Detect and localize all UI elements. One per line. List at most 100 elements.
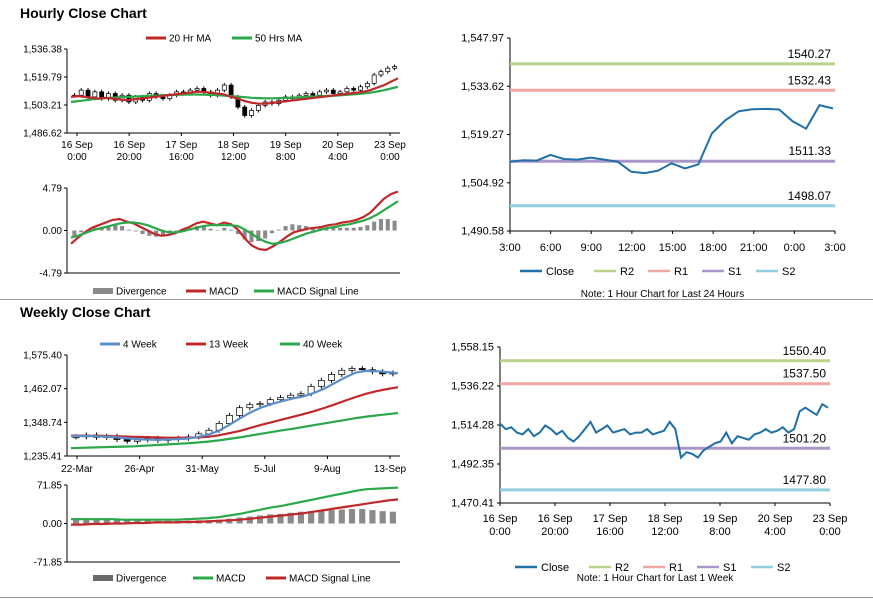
- weekly-macd-y-tick-label: 71.85: [37, 481, 62, 492]
- divergence-bar: [369, 510, 376, 524]
- divergence-bar: [222, 227, 227, 231]
- level-label-r2: 1550.40: [783, 344, 827, 358]
- hourly-price-x-tick-label: 17 Sep: [165, 140, 197, 151]
- legend-close-label: Close: [546, 266, 574, 278]
- hourly-price-x-tick-label: 20:00: [117, 152, 142, 163]
- hourly-price-x-tick-label: 19 Sep: [270, 140, 302, 151]
- divergence-bar: [269, 230, 275, 234]
- candle-body: [358, 86, 363, 91]
- hourly-levels-close-line: [509, 104, 834, 175]
- hourly-section-title: Hourly Close Chart: [20, 5, 147, 21]
- weekly-levels-x-tick-label: 0:00: [819, 526, 840, 538]
- weekly-levels-x-tick-label: 12:00: [651, 526, 679, 538]
- hourly-price-y-tick-label: 1,486.62: [23, 129, 62, 140]
- hourly-levels-note: Note: 1 Hour Chart for Last 24 Hours: [581, 289, 744, 300]
- hourly-macd-y-tick-label: 4.79: [43, 184, 63, 195]
- divergence-bar: [249, 230, 254, 243]
- divergence-bar: [72, 230, 77, 237]
- weekly-levels-x-tick-label: 0:00: [489, 526, 510, 538]
- hourly-price-y-tick-label: 1,536.38: [23, 45, 62, 56]
- divergence-bar: [297, 225, 302, 231]
- weekly-price-y-tick-label: 1,575.40: [23, 351, 62, 362]
- divergence-bar: [120, 226, 125, 231]
- legend-4-week-label: 4 Week: [123, 340, 158, 351]
- legend-r2-label: R2: [615, 562, 629, 574]
- legend-hourly-divergence-label: Divergence: [116, 287, 167, 298]
- divergence-bar: [389, 511, 396, 524]
- hourly-levels-x-tick-label: 15:00: [659, 242, 687, 254]
- weekly-levels-y-tick-label: 1,558.15: [451, 342, 494, 354]
- weekly-price-y-tick-label: 1,462.07: [23, 384, 62, 395]
- candle-body: [337, 91, 343, 94]
- divergence-bar: [359, 509, 366, 524]
- hourly-levels-y-tick-label: 1,547.97: [461, 33, 504, 45]
- level-label-s2: 1477.80: [783, 473, 827, 487]
- weekly-price-ma13-line: [71, 386, 399, 439]
- hourly-macd-macd-line: [70, 190, 399, 252]
- hourly-levels-x-tick-label: 3:00: [499, 242, 520, 254]
- divergence-bar: [229, 229, 234, 231]
- weekly-levels-x-tick-label: 17 Sep: [593, 513, 628, 525]
- divergence-bar: [133, 230, 138, 232]
- weekly-macd-signal-line: [71, 498, 399, 526]
- divergence-bar: [124, 519, 131, 524]
- divergence-bar: [140, 230, 145, 235]
- candle-body: [317, 380, 325, 387]
- legend-s1-label: S1: [728, 266, 741, 278]
- divergence-bar: [290, 224, 295, 231]
- divergence-bar: [276, 229, 281, 231]
- hourly-levels-x-tick-label: 0:00: [784, 242, 805, 254]
- hourly-levels-y-tick-label: 1,504.92: [461, 177, 504, 189]
- hourly-levels-x-tick-label: 6:00: [540, 242, 561, 254]
- weekly-price-x-tick-label: 13-Sep: [374, 464, 407, 475]
- divergence-bar: [267, 514, 274, 524]
- legend-hourly-macd-label: MACD: [209, 287, 238, 298]
- weekly-levels-x-tick-label: 16 Sep: [538, 513, 573, 525]
- candle-body: [338, 369, 346, 375]
- divergence-bar: [103, 518, 110, 524]
- candle-body: [317, 91, 323, 96]
- candle-body: [287, 394, 295, 398]
- legend-hourly-signal-label: MACD Signal Line: [277, 287, 359, 298]
- legend-weekly-divergence-label: Divergence: [116, 574, 167, 585]
- candle-body: [297, 393, 305, 396]
- level-label-r1: 1532.43: [788, 73, 832, 87]
- legend-close-label: Close: [541, 562, 569, 574]
- hourly-price-ma20-line: [70, 77, 399, 105]
- divergence-bar: [338, 509, 345, 524]
- candle-body: [358, 368, 366, 371]
- divergence-bar: [113, 225, 118, 231]
- hourly-levels-x-tick-label: 21:00: [740, 242, 768, 254]
- divergence-bar: [277, 513, 284, 524]
- legend-50hrs-ma-label: 50 Hrs MA: [255, 34, 303, 45]
- divergence-bar: [106, 226, 111, 231]
- divergence-bar: [73, 518, 80, 524]
- weekly-levels-x-tick-label: 16 Sep: [483, 513, 518, 525]
- divergence-bar: [79, 230, 84, 233]
- weekly-macd-macd-line: [71, 486, 399, 521]
- divergence-bar: [372, 221, 377, 231]
- legend-s1-label: S1: [723, 562, 736, 574]
- candle-body: [242, 106, 248, 116]
- divergence-bar: [201, 226, 206, 231]
- hourly-price-x-tick-label: 16 Sep: [113, 140, 145, 151]
- hourly-levels-x-tick-label: 3:00: [824, 242, 845, 254]
- divergence-bar: [93, 518, 100, 524]
- hourly-levels-x-tick-label: 12:00: [618, 242, 646, 254]
- divergence-bar: [160, 230, 166, 236]
- candle-body: [344, 88, 350, 93]
- candle-body: [324, 89, 329, 93]
- weekly-price-ma40-line: [70, 411, 399, 450]
- level-label-r2: 1540.27: [788, 47, 832, 61]
- legend-r2-label: R2: [620, 266, 634, 278]
- legend-weekly-signal-label: MACD Signal Line: [289, 574, 371, 585]
- legend-13-week-label: 13 Week: [209, 340, 249, 351]
- divergence-bar: [283, 226, 288, 231]
- hourly-price-y-tick-label: 1,503.21: [23, 100, 62, 111]
- candle-body: [194, 88, 200, 91]
- hourly-price-x-tick-label: 23 Sep: [374, 140, 406, 151]
- candle-body: [385, 67, 391, 72]
- hourly-price-x-tick-label: 4:00: [328, 152, 348, 163]
- candle-body: [221, 84, 227, 91]
- section-divider: [0, 299, 873, 300]
